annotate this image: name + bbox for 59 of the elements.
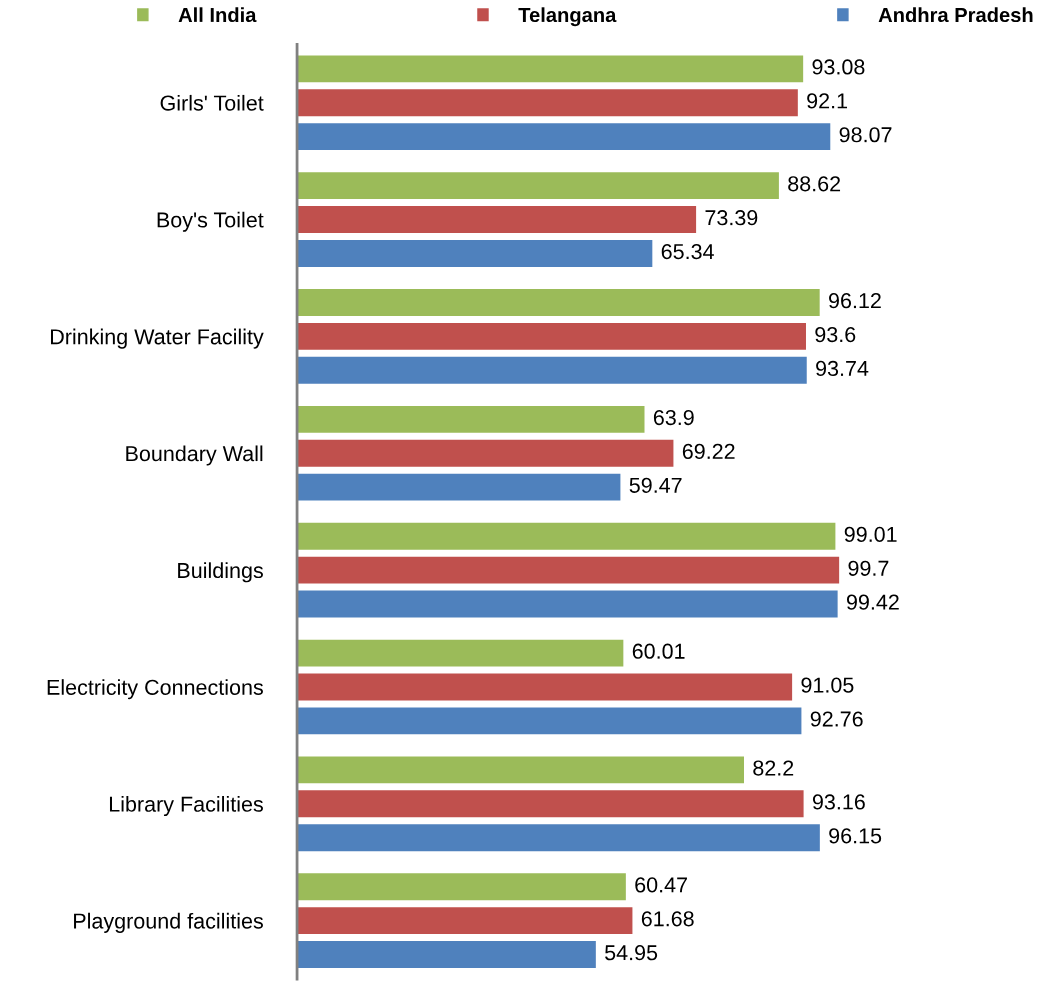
bar [297,639,624,667]
data-label: 54.95 [605,945,658,961]
data-label: 63.9 [653,409,694,426]
data-label: 59.47 [629,477,682,493]
data-label: 92.76 [810,711,863,727]
bar [297,473,621,501]
y-tick-label: Boundary Wall [126,445,263,466]
data-label: 69.22 [682,443,735,460]
data-label: 92.1 [807,93,848,109]
data-label: 60.47 [635,877,687,893]
data-label: 73.39 [705,210,758,226]
bar [297,55,804,83]
data-label: 99.42 [846,594,899,610]
data-label: 96.15 [829,828,882,844]
data-label: 98.07 [839,127,892,143]
bar [297,89,798,117]
bar [297,322,806,350]
bar [297,289,820,316]
bar [297,556,840,584]
bar [297,439,674,467]
bar [297,590,838,618]
bar [297,756,744,784]
data-label: 65.34 [661,243,714,260]
y-tick-label: Drinking Water Facility [50,328,264,349]
legend-label: All India [178,7,257,23]
bar [297,707,802,735]
bar [297,907,633,935]
bar [297,824,820,852]
y-tick-label: Library Facilities [109,796,263,817]
y-tick-label: Buildings [178,562,263,583]
y-tick-label: Electricity Connections [47,679,263,700]
y-tick-label: Girls' Toilet [160,94,264,111]
bar [297,873,626,901]
bar [297,172,779,200]
data-label: 99.01 [844,526,897,542]
data-label: 93.16 [812,794,865,810]
legend-label: Telangana [518,7,617,27]
bar [297,356,807,384]
data-label: 93.74 [816,360,869,377]
data-label: 61.68 [641,911,694,927]
bar [297,240,653,267]
bar [297,405,645,433]
data-label: 96.12 [829,293,881,309]
data-label: 82.2 [753,760,794,776]
legend-label: Andhra Pradesh [878,7,1033,23]
data-label: 91.05 [801,677,854,693]
y-tick-label: Boy's Toilet [157,211,264,232]
y-tick-label: Playground facilities [74,912,263,933]
data-label: 88.62 [788,176,841,192]
bar [297,790,804,818]
bar [297,123,831,151]
data-label: 93.6 [815,326,856,343]
bar [297,522,836,550]
bar [297,673,793,701]
data-label: 99.7 [848,560,889,576]
bar [297,206,697,233]
bar [297,941,596,968]
data-label: 93.08 [812,59,865,75]
data-label: 60.01 [632,643,685,659]
